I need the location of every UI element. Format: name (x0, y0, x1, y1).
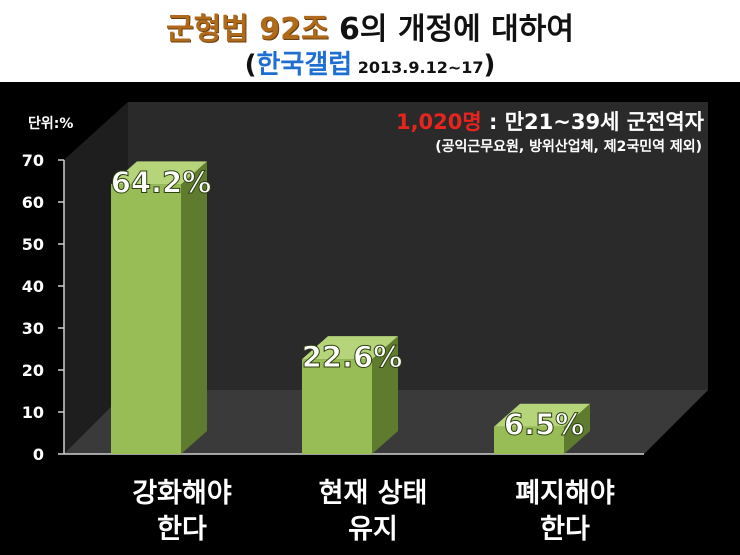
source-line: (한국갤럽 2013.9.12~17) (0, 44, 740, 81)
bar-side (564, 403, 590, 454)
y-tick-label: 10 (22, 403, 44, 422)
bar-front (302, 359, 372, 454)
y-tick-label: 20 (22, 361, 44, 380)
category-label-2-line-2: 유지 (348, 514, 398, 545)
bar-top (494, 403, 590, 427)
y-tick-label: 30 (22, 319, 44, 338)
source-period: 2013.9.12~17 (352, 58, 484, 77)
bar-top (111, 161, 207, 185)
source-open: ( (244, 50, 257, 80)
bar-value-label: 64.2% (111, 165, 212, 199)
header: 군형법 92조 6의 개정에 대하여 (한국갤럽 2013.9.12~17) (0, 0, 740, 82)
bar-1: 64.2% (110, 161, 212, 455)
chart-panel: 0 10 20 30 40 50 60 70 64.2% 22.6% 6.5% 단위:% 1,02… (0, 82, 740, 555)
category-label-1-line-1: 강화해야 (132, 478, 232, 509)
sample-note: 1,020명 : 만21~39세 군전역자 (396, 106, 704, 136)
bar-chart: 0 10 20 30 40 50 60 70 64.2% 22.6% 6.5% (22, 102, 708, 464)
bar-value-label: 6.5% (504, 408, 584, 442)
sample-description: : 만21~39세 군전역자 (481, 110, 704, 134)
sample-size: 1,020명 (395, 110, 482, 134)
y-tick-label: 60 (22, 193, 44, 212)
category-label-2-line-1: 현재 상태 (318, 478, 428, 509)
title-rest: 6의 개정에 대하여 (328, 12, 574, 47)
chart-back-wall (64, 102, 708, 454)
y-tick-label: 40 (22, 277, 44, 296)
bar-side (372, 336, 398, 454)
title-accent: 군형법 92조 (165, 12, 329, 47)
exclusion-note: (공익근무요원, 방위산업체, 제2국민역 제외) (435, 139, 702, 155)
bar-top (302, 336, 398, 360)
category-label-3-line-2: 한다 (540, 514, 590, 545)
source-close: ) (483, 50, 496, 80)
source-name: 한국갤럽 (256, 50, 353, 80)
bar-front (111, 184, 181, 455)
page-title: 군형법 92조 6의 개정에 대하여 (0, 4, 740, 48)
category-label-3-line-1: 폐지해야 (515, 478, 615, 509)
bar-2: 22.6% (301, 336, 403, 454)
bar-side (181, 161, 207, 455)
unit-label: 단위:% (28, 116, 74, 132)
bar-value-label: 22.6% (302, 340, 403, 374)
y-tick-label: 0 (33, 445, 44, 464)
category-label-1-line-2: 한다 (157, 514, 207, 545)
bar-front (494, 426, 564, 454)
bar-3: 6.5% (494, 403, 590, 454)
y-tick-label: 50 (22, 235, 44, 254)
y-tick-label: 70 (22, 151, 44, 170)
